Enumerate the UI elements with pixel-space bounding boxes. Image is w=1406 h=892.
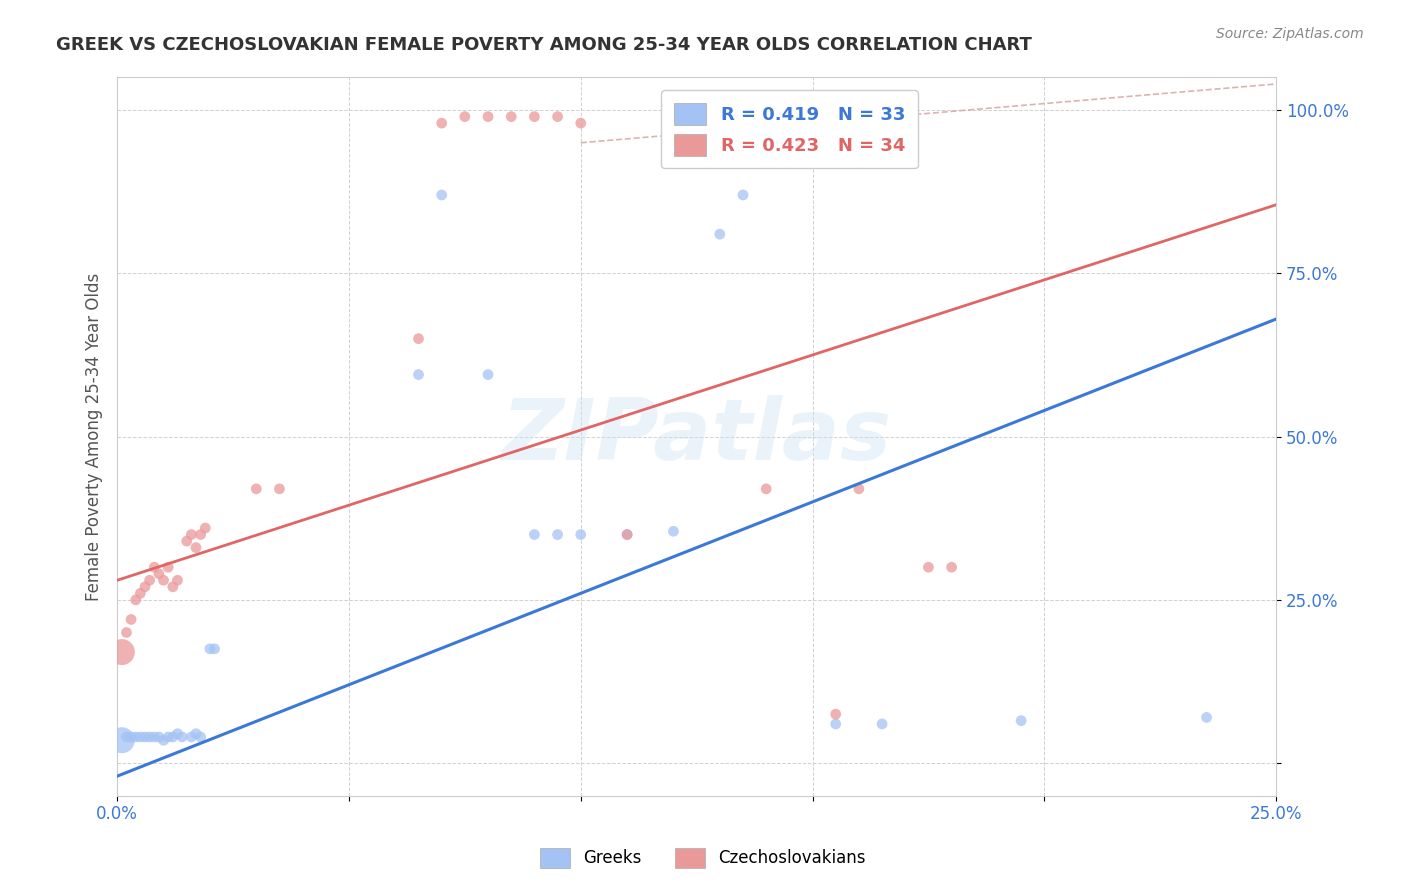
- Point: [157, 730, 180, 744]
- Point: [616, 527, 638, 541]
- Point: [662, 524, 685, 539]
- Point: [569, 527, 592, 541]
- Point: [157, 560, 180, 574]
- Point: [138, 574, 160, 588]
- Point: [152, 574, 174, 588]
- Point: [269, 482, 291, 496]
- Point: [166, 574, 188, 588]
- Point: [454, 110, 477, 124]
- Text: GREEK VS CZECHOSLOVAKIAN FEMALE POVERTY AMONG 25-34 YEAR OLDS CORRELATION CHART: GREEK VS CZECHOSLOVAKIAN FEMALE POVERTY …: [56, 36, 1032, 54]
- Point: [731, 188, 754, 202]
- Point: [180, 527, 202, 541]
- Point: [408, 368, 430, 382]
- Y-axis label: Female Poverty Among 25-34 Year Olds: Female Poverty Among 25-34 Year Olds: [86, 272, 103, 600]
- Point: [190, 730, 212, 744]
- Point: [755, 482, 778, 496]
- Point: [176, 534, 198, 549]
- Point: [138, 730, 160, 744]
- Point: [166, 727, 188, 741]
- Point: [129, 586, 152, 600]
- Point: [184, 541, 207, 555]
- Point: [194, 521, 217, 535]
- Point: [824, 707, 846, 722]
- Point: [152, 733, 174, 747]
- Point: [408, 332, 430, 346]
- Point: [184, 727, 207, 741]
- Point: [190, 527, 212, 541]
- Point: [569, 116, 592, 130]
- Point: [143, 560, 166, 574]
- Point: [115, 730, 138, 744]
- Point: [148, 730, 170, 744]
- Point: [120, 730, 142, 744]
- Point: [824, 717, 846, 731]
- Point: [134, 580, 156, 594]
- Point: [115, 625, 138, 640]
- Point: [134, 730, 156, 744]
- Point: [172, 730, 194, 744]
- Point: [143, 730, 166, 744]
- Point: [848, 482, 870, 496]
- Point: [616, 527, 638, 541]
- Point: [125, 592, 148, 607]
- Point: [148, 566, 170, 581]
- Point: [477, 368, 499, 382]
- Point: [129, 730, 152, 744]
- Point: [111, 733, 134, 747]
- Point: [162, 580, 184, 594]
- Point: [870, 717, 893, 731]
- Legend: Greeks, Czechoslovakians: Greeks, Czechoslovakians: [533, 841, 873, 875]
- Point: [1010, 714, 1032, 728]
- Point: [709, 227, 731, 242]
- Text: Source: ZipAtlas.com: Source: ZipAtlas.com: [1216, 27, 1364, 41]
- Point: [204, 641, 226, 656]
- Point: [477, 110, 499, 124]
- Point: [198, 641, 221, 656]
- Point: [547, 110, 569, 124]
- Point: [523, 110, 546, 124]
- Point: [430, 188, 453, 202]
- Point: [162, 730, 184, 744]
- Point: [430, 116, 453, 130]
- Legend: R = 0.419   N = 33, R = 0.423   N = 34: R = 0.419 N = 33, R = 0.423 N = 34: [661, 90, 918, 169]
- Point: [125, 730, 148, 744]
- Point: [941, 560, 963, 574]
- Point: [501, 110, 523, 124]
- Point: [547, 527, 569, 541]
- Point: [111, 645, 134, 659]
- Point: [917, 560, 939, 574]
- Point: [180, 730, 202, 744]
- Point: [245, 482, 267, 496]
- Point: [1195, 710, 1218, 724]
- Point: [120, 612, 142, 626]
- Point: [523, 527, 546, 541]
- Text: ZIPatlas: ZIPatlas: [502, 395, 891, 478]
